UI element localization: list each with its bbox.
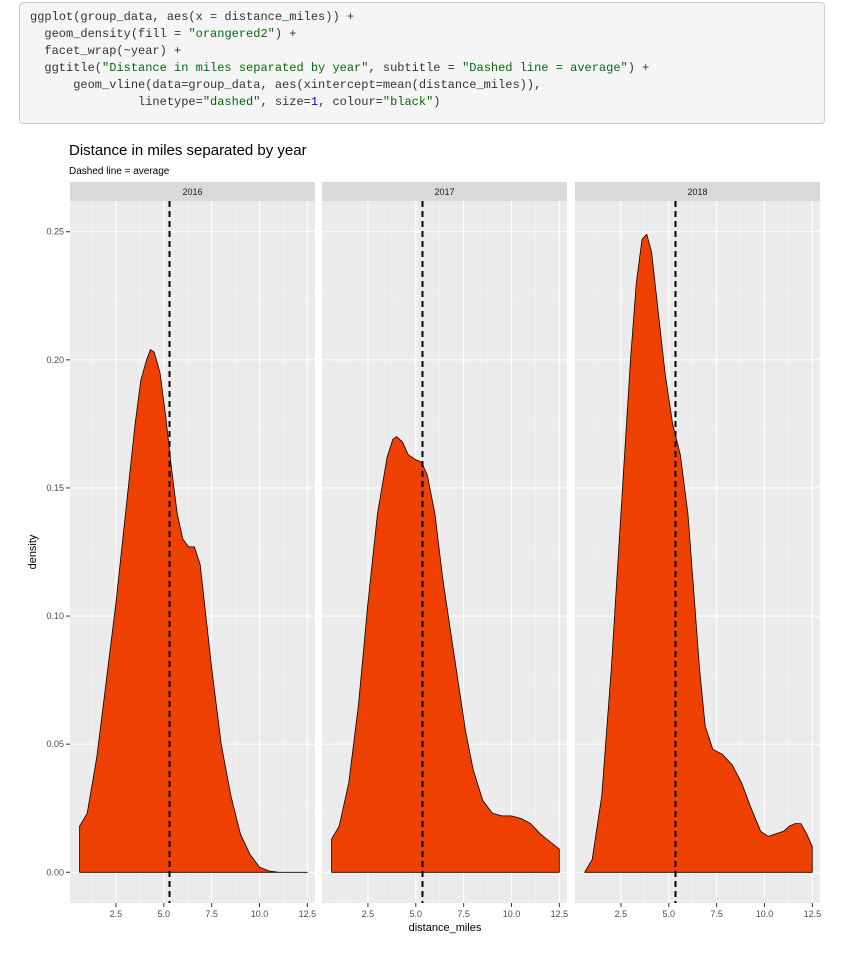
x-tick-label: 10.0 — [503, 909, 521, 919]
x-tick-label: 12.5 — [299, 909, 317, 919]
code-line: ggplot(group_data, aes(x = distance_mile… — [30, 9, 814, 26]
code-token: ) — [433, 95, 441, 109]
facet-strip — [322, 182, 567, 201]
code-token: "orangered2" — [188, 27, 275, 41]
code-text: ggplot(group_data, aes(x = distance_mile… — [30, 9, 814, 111]
density-area-2018 — [584, 233, 813, 873]
x-tick-label: 5.0 — [410, 909, 423, 919]
code-line: facet_wrap(~year) + — [30, 43, 814, 60]
x-tick-label: 10.0 — [251, 909, 269, 919]
x-tick-label: 10.0 — [756, 909, 774, 919]
code-token: 1 — [310, 95, 319, 109]
code-token: linetype= — [30, 95, 203, 109]
code-token: geom_vline(data=group_data, aes(xinterce… — [30, 78, 542, 92]
x-tick-label: 5.0 — [158, 909, 171, 919]
facet-strip-label: 2016 — [182, 187, 202, 197]
code-token: , subtitle = — [368, 61, 463, 75]
x-tick-label: 5.0 — [663, 909, 676, 919]
x-tick-label: 2.5 — [110, 909, 123, 919]
code-token: facet_wrap(~year) + — [30, 44, 182, 58]
y-tick-label: 0.00 — [46, 867, 64, 877]
code-token: ggplot(group_data, aes(x = distance_mile… — [30, 10, 355, 24]
facet-strip-label: 2017 — [434, 187, 454, 197]
density-facet-chart: Distance in miles separated by year Dashe… — [27, 142, 822, 934]
code-block: ggplot(group_data, aes(x = distance_mile… — [19, 2, 825, 124]
code-line: geom_density(fill = "orangered2") + — [30, 26, 814, 43]
density-area-2016 — [79, 349, 308, 873]
facet-strip — [575, 182, 820, 201]
x-tick-label: 12.5 — [551, 909, 569, 919]
code-token: ) + — [627, 61, 650, 75]
code-token: geom_density(fill = — [30, 27, 189, 41]
x-tick-label: 7.5 — [710, 909, 723, 919]
code-line: linetype="dashed", size=1, colour="black… — [30, 94, 814, 111]
y-tick-label: 0.20 — [46, 355, 64, 365]
y-tick-label: 0.25 — [46, 227, 64, 237]
chart-subtitle: Dashed line = average — [69, 166, 170, 177]
code-line: geom_vline(data=group_data, aes(xinterce… — [30, 77, 814, 94]
y-tick-label: 0.05 — [46, 739, 64, 749]
code-token: "black" — [382, 95, 434, 109]
y-tick-label: 0.15 — [46, 483, 64, 493]
code-token: "dashed" — [202, 95, 261, 109]
x-tick-label: 7.5 — [457, 909, 470, 919]
x-tick-label: 2.5 — [615, 909, 628, 919]
x-tick-label: 7.5 — [205, 909, 218, 919]
facet-strip-label: 2018 — [687, 187, 707, 197]
x-tick-label: 2.5 — [362, 909, 375, 919]
density-area-2017 — [331, 436, 560, 873]
code-line: ggtitle("Distance in miles separated by … — [30, 60, 814, 77]
code-token: "Dashed line = average" — [462, 61, 628, 75]
y-axis-label: density — [27, 534, 39, 569]
chart-title: Distance in miles separated by year — [69, 142, 307, 159]
y-tick-label: 0.10 — [46, 611, 64, 621]
code-token: , colour= — [318, 95, 383, 109]
facet-strip — [70, 182, 315, 201]
x-axis-label: distance_miles — [409, 922, 482, 934]
x-tick-label: 12.5 — [804, 909, 822, 919]
code-token: ggtitle( — [30, 61, 103, 75]
code-token: , size= — [260, 95, 311, 109]
code-token: ) + — [274, 27, 297, 41]
code-token: "Distance in miles separated by year" — [102, 61, 369, 75]
